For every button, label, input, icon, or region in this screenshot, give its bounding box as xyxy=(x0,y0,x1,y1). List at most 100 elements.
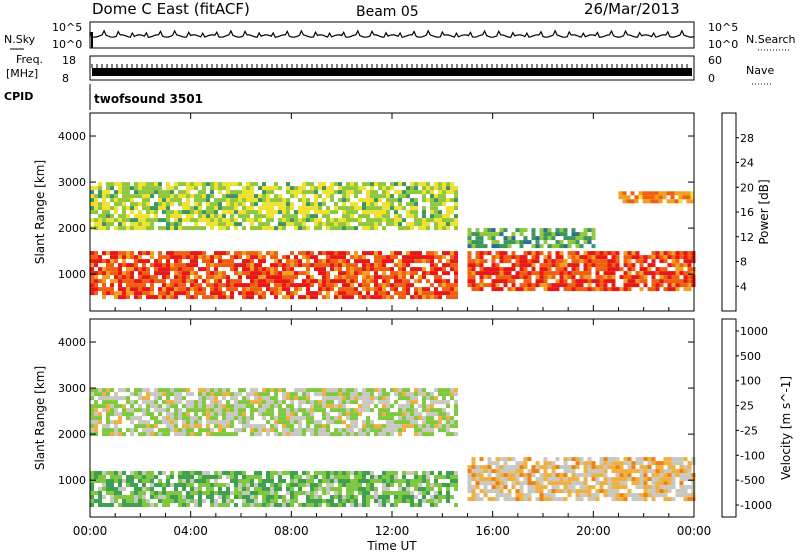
heatmap-cell xyxy=(382,214,386,219)
heatmap-cell xyxy=(282,428,286,433)
heatmap-cell xyxy=(118,275,122,280)
heatmap-cell xyxy=(274,251,278,256)
heatmap-cell xyxy=(623,275,628,280)
heatmap-cell xyxy=(659,251,664,256)
heatmap-cell xyxy=(567,236,572,241)
heatmap-cell xyxy=(639,485,644,490)
heatmap-cell xyxy=(134,400,138,405)
heatmap-cell xyxy=(366,202,370,207)
heatmap-cell xyxy=(270,190,274,195)
heatmap-cell xyxy=(563,481,568,486)
heatmap-cell xyxy=(346,194,350,199)
heatmap-cell xyxy=(130,218,134,223)
heatmap-cell xyxy=(442,271,446,276)
heatmap-cell xyxy=(402,263,406,268)
heatmap-cell xyxy=(386,424,390,429)
heatmap-cell xyxy=(146,412,150,417)
heatmap-cell xyxy=(599,473,604,478)
heatmap-cell xyxy=(210,420,214,425)
heatmap-cell xyxy=(414,259,418,264)
heatmap-cell xyxy=(334,471,338,475)
heatmap-cell xyxy=(543,457,548,462)
heatmap-cell xyxy=(382,194,386,199)
heatmap-cell xyxy=(607,267,612,272)
heatmap-cell xyxy=(314,404,318,409)
heatmap-cell xyxy=(338,483,342,487)
heatmap-cell xyxy=(170,186,174,191)
heatmap-cell xyxy=(475,259,480,264)
heatmap-cell xyxy=(406,491,410,495)
heatmap-cell xyxy=(523,287,528,292)
heatmap-cell xyxy=(635,485,640,490)
heatmap-cell xyxy=(94,475,98,479)
heatmap-cell xyxy=(567,465,572,470)
heatmap-cell xyxy=(507,255,512,260)
heatmap-cell xyxy=(190,499,194,503)
heatmap-cell xyxy=(426,186,430,191)
heatmap-cell xyxy=(507,279,512,284)
heatmap-cell xyxy=(563,232,568,237)
heatmap-cell xyxy=(214,479,218,483)
heatmap-cell xyxy=(434,271,438,276)
heatmap-cell xyxy=(442,214,446,219)
heatmap-cell xyxy=(318,182,322,187)
heatmap-cell xyxy=(479,259,484,264)
heatmap-cell xyxy=(519,465,524,470)
heatmap-cell xyxy=(174,279,178,284)
heatmap-cell xyxy=(563,271,568,276)
heatmap-cell xyxy=(166,255,170,260)
heatmap-cell xyxy=(126,475,130,479)
heatmap-cell xyxy=(350,190,354,195)
heatmap-cell xyxy=(90,263,94,268)
heatmap-cell xyxy=(551,263,556,268)
heatmap-cell xyxy=(226,222,230,227)
heatmap-cell xyxy=(114,495,118,499)
heatmap-cell xyxy=(286,287,290,292)
heatmap-cell xyxy=(306,271,310,276)
heatmap-cell xyxy=(250,279,254,284)
heatmap-cell xyxy=(467,485,472,490)
heatmap-cell xyxy=(370,408,374,413)
heatmap-cell xyxy=(382,287,386,292)
heatmap-cell xyxy=(298,428,302,433)
heatmap-cell xyxy=(615,485,620,490)
heatmap-cell xyxy=(106,424,110,429)
heatmap-cell xyxy=(394,475,398,479)
heatmap-cell xyxy=(511,283,516,288)
heatmap-cell xyxy=(262,412,266,417)
heatmap-cell xyxy=(547,275,552,280)
heatmap-cell xyxy=(254,291,258,296)
velocity-ylabel: Slant Range [km] xyxy=(33,366,47,470)
heatmap-cell xyxy=(170,202,174,207)
heatmap-cell xyxy=(118,428,122,433)
heatmap-cell xyxy=(595,481,600,486)
heatmap-cell xyxy=(174,251,178,256)
heatmap-cell xyxy=(246,479,250,483)
heatmap-cell xyxy=(410,259,414,264)
heatmap-cell xyxy=(126,408,130,413)
heatmap-cell xyxy=(254,218,258,223)
heatmap-cell xyxy=(246,291,250,296)
heatmap-cell xyxy=(306,392,310,397)
heatmap-cell xyxy=(330,432,334,437)
heatmap-cell xyxy=(475,271,480,276)
heatmap-cell xyxy=(654,195,659,200)
heatmap-cell xyxy=(126,283,130,288)
heatmap-cell xyxy=(362,432,366,437)
heatmap-cell xyxy=(426,198,430,203)
heatmap-cell xyxy=(647,465,652,470)
heatmap-cell xyxy=(90,287,94,292)
heatmap-cell xyxy=(410,479,414,483)
heatmap-cell xyxy=(302,392,306,397)
heatmap-cell xyxy=(250,182,254,187)
heatmap-cell xyxy=(294,412,298,417)
heatmap-cell xyxy=(675,457,680,462)
heatmap-cell xyxy=(366,392,370,397)
heatmap-cell xyxy=(619,481,624,486)
heatmap-cell xyxy=(166,396,170,401)
heatmap-cell xyxy=(583,469,588,474)
heatmap-cell xyxy=(102,503,106,507)
heatmap-cell xyxy=(298,416,302,421)
heatmap-cell xyxy=(110,495,114,499)
heatmap-cell xyxy=(635,493,640,498)
